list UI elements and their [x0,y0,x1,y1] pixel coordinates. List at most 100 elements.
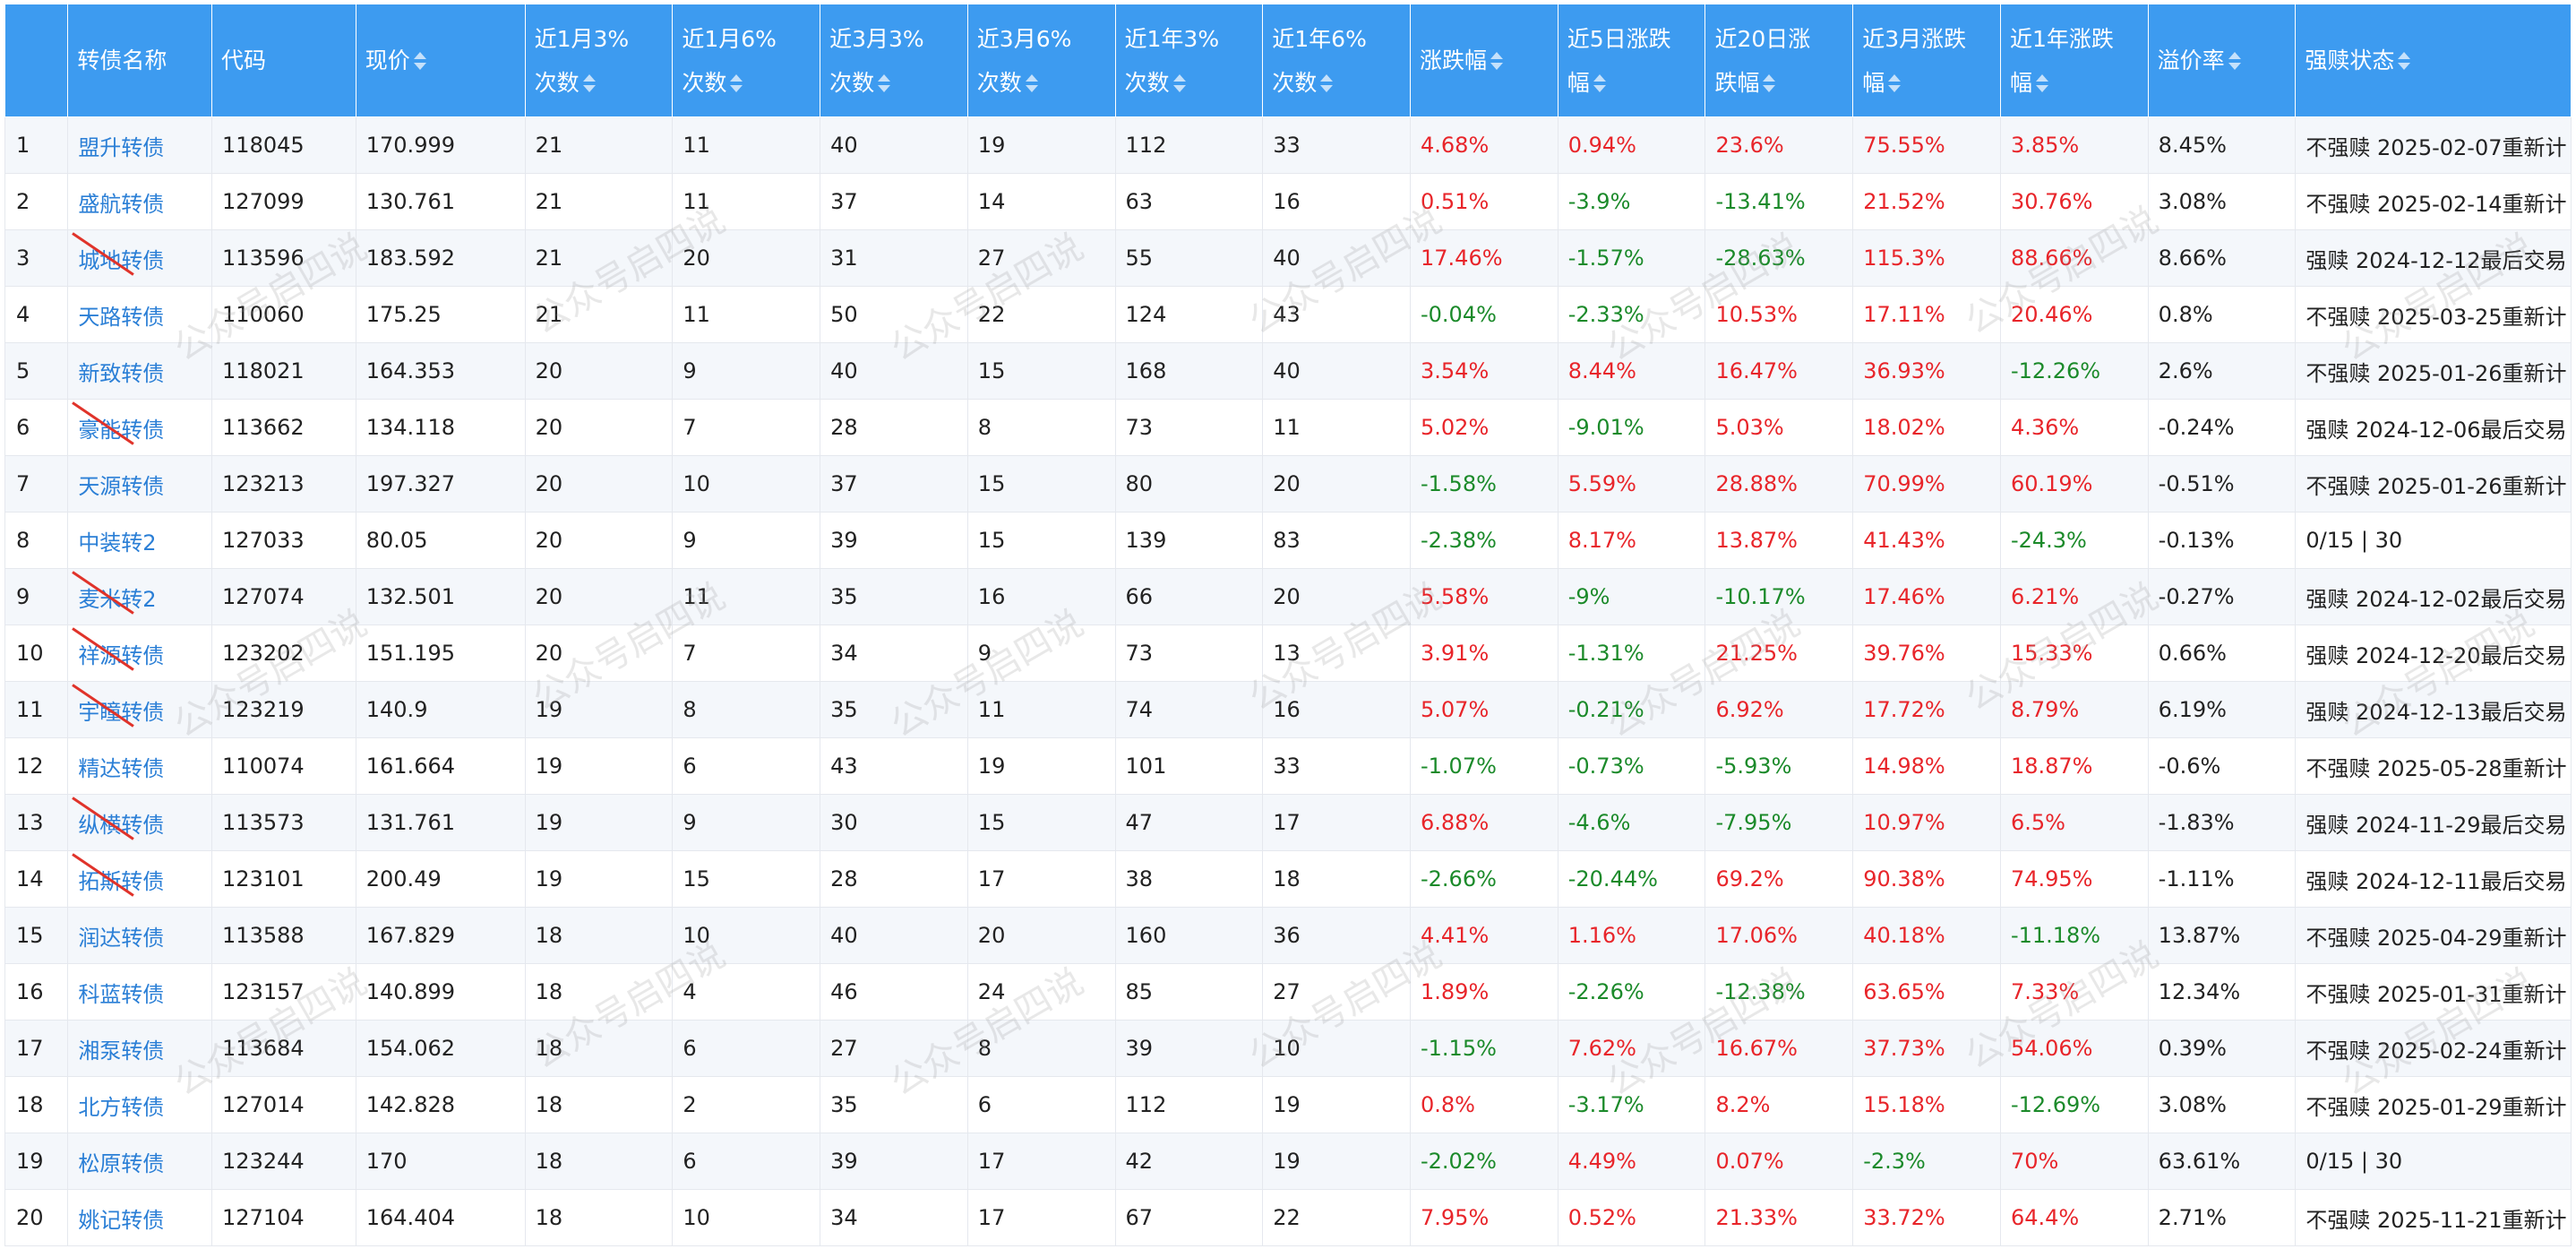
table-row[interactable]: 10 祥源转债 123202 151.195 20 7 34 9 73 13 3.91% -1.31%… [4,624,2572,682]
column-header-m1_6[interactable]: 近1月6% 次数 [672,4,821,117]
table-row[interactable]: 4 天路转债 110060 175.25 21 11 50 22 124 43 -0.04% -2.3… [4,286,2572,343]
cell-premium: 12.34% [2147,963,2297,1021]
column-header-chg20[interactable]: 近20日涨 跌幅 [1704,4,1854,117]
table-row[interactable]: 13 纵横转债 113573 131.761 19 9 30 15 47 17 6.88% -4.6%… [4,794,2572,851]
sort-icon[interactable] [878,73,891,93]
cell-m3_3: 40 [820,342,968,400]
bond-name-link[interactable]: 天源转债 [78,473,165,499]
column-header-label: 次数 [682,69,727,96]
cell-m3_6: 22 [966,286,1116,343]
cell-m3_3: 34 [820,1189,968,1246]
cell-y1_6: 40 [1262,229,1411,287]
cell-chg3m: 37.73% [1852,1020,2001,1077]
cell-name: 天路转债 [67,286,213,343]
bond-name-link[interactable]: 湘泵转债 [78,1038,165,1064]
table-row[interactable]: 8 中装转2 127033 80.05 20 9 39 15 139 83 -2.38% 8.17% 1… [4,512,2572,569]
cell-m1_6: 8 [672,681,821,738]
cell-y1_3: 55 [1114,229,1264,287]
column-header-chg3m[interactable]: 近3月涨跌幅 [1852,4,2001,117]
bond-name-link[interactable]: 拓斯转债 [78,868,165,894]
table-row[interactable]: 6 豪能转债 113662 134.118 20 7 28 8 73 11 5.02% -9.01% 5… [4,399,2572,456]
sort-icon[interactable] [2398,51,2411,71]
column-header-m1_3[interactable]: 近1月3% 次数 [524,4,674,117]
column-header-m3_6[interactable]: 近3月6% 次数 [966,4,1116,117]
cell-chg20: 8.2% [1704,1076,1854,1133]
sort-icon[interactable] [582,73,596,93]
sort-icon[interactable] [1025,73,1038,93]
bond-name-link[interactable]: 宇瞳转债 [78,699,165,725]
column-header-m3_3[interactable]: 近3月3% 次数 [820,4,968,117]
bond-name-link[interactable]: 城地转债 [78,247,165,273]
cell-m1_3: 20 [524,624,674,682]
table-row[interactable]: 3 城地转债 113596 183.592 21 20 31 27 55 40 17.46% -1.5… [4,229,2572,287]
column-header-redeem[interactable]: 强赎状态 [2295,4,2572,117]
table-row[interactable]: 7 天源转债 123213 197.327 20 10 37 15 80 20 -1.58% 5.59… [4,455,2572,513]
table-row[interactable]: 12 精达转债 110074 161.664 19 6 43 19 101 33 -1.07% -0.… [4,737,2572,795]
bond-name-link[interactable]: 润达转债 [78,925,165,951]
bond-name-link[interactable]: 纵横转债 [78,812,165,838]
table-row[interactable]: 9 麦米转2 127074 132.501 20 11 35 16 66 20 5.58% -9% -1… [4,568,2572,625]
table-row[interactable]: 15 润达转债 113588 167.829 18 10 40 20 160 36 4.41% 1.1… [4,907,2572,964]
sort-icon[interactable] [1593,73,1606,93]
table-row[interactable]: 5 新致转债 118021 164.353 20 9 40 15 168 40 3.54% 8.44%… [4,342,2572,400]
cell-y1_6: 36 [1262,907,1411,964]
bond-name-link[interactable]: 松原转债 [78,1150,165,1176]
cell-m1_6: 2 [672,1076,821,1133]
cell-redeem: 0/15 | 30 [2295,1133,2572,1190]
bond-name-link[interactable]: 祥源转债 [78,642,165,668]
cell-m1_6: 11 [672,568,821,625]
sort-icon[interactable] [2035,73,2048,93]
table-row[interactable]: 18 北方转债 127014 142.828 18 2 35 6 112 19 0.8% -3.17%… [4,1076,2572,1133]
cell-redeem: 强赎 2024-12-06最后交易 [2295,399,2572,456]
sort-icon[interactable] [730,73,743,93]
sort-icon[interactable] [1172,73,1186,93]
cell-chg5: -2.26% [1557,963,1706,1021]
cell-premium: 2.6% [2147,342,2297,400]
bond-name-link[interactable]: 麦米转2 [78,586,157,612]
table-row[interactable]: 11 宇瞳转债 123219 140.9 19 8 35 11 74 16 5.07% -0.21% 6… [4,681,2572,738]
cell-code: 113573 [211,794,356,851]
sort-icon[interactable] [1490,51,1504,71]
sort-icon[interactable] [1763,73,1776,93]
bond-name-link[interactable]: 中装转2 [78,530,157,556]
cell-m1_3: 20 [524,512,674,569]
cell-chg: 4.41% [1410,907,1558,964]
column-header-chg1y[interactable]: 近1年涨跌幅 [1999,4,2149,117]
table-row[interactable]: 17 湘泵转债 113684 154.062 18 6 27 8 39 10 -1.15% 7.62%… [4,1020,2572,1077]
column-header-y1_3[interactable]: 近1年3% 次数 [1114,4,1264,117]
column-header-chg[interactable]: 涨跌幅 [1410,4,1558,117]
sort-icon[interactable] [413,51,426,71]
cell-chg: 3.91% [1410,624,1558,682]
sort-icon[interactable] [1320,73,1334,93]
cell-idx: 1 [4,116,69,174]
cell-premium: -1.11% [2147,850,2297,908]
column-header-y1_6[interactable]: 近1年6% 次数 [1262,4,1411,117]
column-header-label: 近1月6% [682,25,777,52]
cell-code: 123202 [211,624,356,682]
table-row[interactable]: 16 科蓝转债 123157 140.899 18 4 46 24 85 27 1.89% -2.26… [4,963,2572,1021]
table-row[interactable]: 20 姚记转债 127104 164.404 18 10 34 17 67 22 7.95% 0.52… [4,1189,2572,1246]
bond-name-link[interactable]: 北方转债 [78,1094,165,1120]
bond-name-link[interactable]: 盟升转债 [78,134,165,160]
bond-name-link[interactable]: 盛航转债 [78,191,165,217]
table-row[interactable]: 14 拓斯转债 123101 200.49 19 15 28 17 38 18 -2.66% -20.… [4,850,2572,908]
column-header-chg5[interactable]: 近5日涨跌幅 [1557,4,1706,117]
column-header-price[interactable]: 现价 [355,4,526,117]
cell-m3_3: 30 [820,794,968,851]
bond-name-link[interactable]: 姚记转债 [78,1207,165,1233]
table-row[interactable]: 2 盛航转债 127099 130.761 21 11 37 14 63 16 0.51% -3.9%… [4,173,2572,230]
bond-name-link[interactable]: 科蓝转债 [78,981,165,1007]
sort-icon[interactable] [2228,51,2241,71]
cell-m1_3: 19 [524,737,674,795]
bond-name-link[interactable]: 豪能转债 [78,417,165,443]
bond-name-link[interactable]: 新致转债 [78,360,165,386]
cell-chg5: -1.57% [1557,229,1706,287]
column-header-premium[interactable]: 溢价率 [2147,4,2297,117]
table-row[interactable]: 19 松原转债 123244 170 18 6 39 17 42 19 -2.02% 4.49% 0.0… [4,1133,2572,1190]
cell-price: 175.25 [355,286,526,343]
sort-icon[interactable] [1888,73,1902,93]
table-row[interactable]: 1 盟升转债 118045 170.999 21 11 40 19 112 33 4.68% 0.94… [4,116,2572,174]
bond-name-link[interactable]: 精达转债 [78,755,165,781]
cell-idx: 7 [4,455,69,513]
bond-name-link[interactable]: 天路转债 [78,304,165,330]
